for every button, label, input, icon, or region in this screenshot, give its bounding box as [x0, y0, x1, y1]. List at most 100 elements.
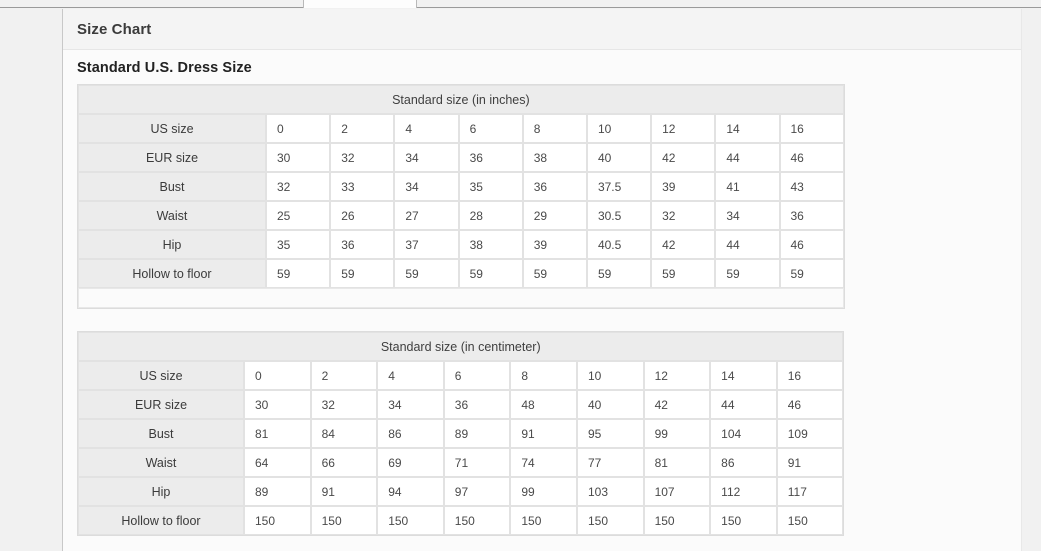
- table-cell: 91: [310, 477, 378, 506]
- tab-separator-right: [416, 0, 417, 8]
- table-cell: 16: [776, 361, 844, 390]
- table-cell: 4: [377, 361, 444, 390]
- table-cell: 40: [586, 143, 652, 172]
- table-cell: 42: [651, 143, 716, 172]
- table-cell: 150: [510, 506, 577, 535]
- table-cell: 112: [710, 477, 777, 506]
- table-cell: 2: [310, 361, 378, 390]
- table-cell: 36: [458, 143, 523, 172]
- table-cell: 27: [394, 201, 459, 230]
- table-row: Waist 64 66 69 71 74 77 81 86 91: [78, 448, 844, 477]
- table-cell: 4: [394, 114, 459, 143]
- table-row: Waist 25 26 27 28 29 30.5 32 34 36: [78, 201, 844, 230]
- section-title: Standard U.S. Dress Size: [77, 60, 252, 76]
- table-caption-row: Standard size (in inches): [78, 85, 844, 114]
- table-row: US size 0 2 4 6 8 10 12 14 16: [78, 361, 844, 390]
- table-cell: 14: [715, 114, 780, 143]
- table-cell: 150: [776, 506, 844, 535]
- table-caption: Standard size (in centimeter): [78, 332, 844, 361]
- table-cell: 150: [443, 506, 511, 535]
- row-label: US size: [78, 361, 244, 390]
- table-row: Hollow to floor 59 59 59 59 59 59 59 59 …: [78, 259, 844, 288]
- table-cell: 32: [651, 201, 716, 230]
- table-cell: 40.5: [586, 230, 652, 259]
- table-cell: 95: [576, 419, 644, 448]
- table-cell: 34: [394, 143, 459, 172]
- table-cell: 84: [310, 419, 378, 448]
- table-cell: 150: [244, 506, 311, 535]
- table-cell: 36: [443, 390, 511, 419]
- active-tab[interactable]: [304, 0, 416, 8]
- table-cell: 39: [522, 230, 587, 259]
- table-cell: 81: [244, 419, 311, 448]
- table-cell: 30.5: [586, 201, 652, 230]
- table-cell: 59: [458, 259, 523, 288]
- row-label: Hollow to floor: [78, 259, 266, 288]
- row-label: Bust: [78, 419, 244, 448]
- table-cell: 29: [522, 201, 587, 230]
- table-cell: 40: [576, 390, 644, 419]
- table-row: EUR size 30 32 34 36 48 40 42 44 46: [78, 390, 844, 419]
- table-cell: 103: [576, 477, 644, 506]
- row-label: US size: [78, 114, 266, 143]
- table-row: US size 0 2 4 6 8 10 12 14 16: [78, 114, 844, 143]
- table-cell: 44: [710, 390, 777, 419]
- table-cell: 59: [394, 259, 459, 288]
- row-label: Hip: [78, 477, 244, 506]
- table-cell: 66: [310, 448, 378, 477]
- table-cell: 109: [776, 419, 844, 448]
- table-cell: 117: [776, 477, 844, 506]
- table-row: Hip 35 36 37 38 39 40.5 42 44 46: [78, 230, 844, 259]
- table-cell: 89: [244, 477, 311, 506]
- row-label: Hip: [78, 230, 266, 259]
- table-cell: 32: [310, 390, 378, 419]
- table-cell: 6: [443, 361, 511, 390]
- table-cell: 97: [443, 477, 511, 506]
- table-cell: 12: [643, 361, 711, 390]
- table-cell: 44: [715, 230, 780, 259]
- table-cell: 59: [715, 259, 780, 288]
- table-cell: 25: [266, 201, 331, 230]
- table-cell: 86: [377, 419, 444, 448]
- table-cell: 89: [443, 419, 511, 448]
- table-spacer-row: [78, 288, 844, 308]
- table-cell: 59: [651, 259, 716, 288]
- table-caption-row: Standard size (in centimeter): [78, 332, 844, 361]
- table-caption: Standard size (in inches): [78, 85, 844, 114]
- table-cell: 43: [779, 172, 844, 201]
- table-cell: 16: [779, 114, 844, 143]
- table-cell: 41: [715, 172, 780, 201]
- table-cell: 46: [779, 230, 844, 259]
- table-cell: 99: [643, 419, 711, 448]
- table-cell: 36: [522, 172, 587, 201]
- table-cell: 104: [710, 419, 777, 448]
- tab-separator-left: [303, 0, 304, 8]
- table-row: Bust 32 33 34 35 36 37.5 39 41 43: [78, 172, 844, 201]
- table-cell: 59: [779, 259, 844, 288]
- centimeter-table-wrapper: Standard size (in centimeter) US size 0 …: [63, 323, 1021, 536]
- size-chart-panel: Size Chart Standard U.S. Dress Size Stan…: [62, 9, 1022, 551]
- size-table-centimeter: Standard size (in centimeter) US size 0 …: [77, 331, 845, 536]
- row-label: EUR size: [78, 390, 244, 419]
- table-cell: 33: [330, 172, 395, 201]
- table-cell: 37: [394, 230, 459, 259]
- row-label: Bust: [78, 172, 266, 201]
- table-cell: 0: [266, 114, 331, 143]
- table-cell: 37.5: [586, 172, 652, 201]
- table-cell: 107: [643, 477, 711, 506]
- table-row: Bust 81 84 86 89 91 95 99 104 109: [78, 419, 844, 448]
- table-cell: 26: [330, 201, 395, 230]
- table-cell: 30: [244, 390, 311, 419]
- table-cell: 150: [310, 506, 378, 535]
- table-cell: 34: [377, 390, 444, 419]
- table-cell: 69: [377, 448, 444, 477]
- table-gap: [63, 309, 1021, 323]
- table-cell: 34: [394, 172, 459, 201]
- row-label: Hollow to floor: [78, 506, 244, 535]
- table-cell: 59: [330, 259, 395, 288]
- table-cell: 71: [443, 448, 511, 477]
- table-cell: 30: [266, 143, 331, 172]
- table-cell: 12: [651, 114, 716, 143]
- table-cell: 28: [458, 201, 523, 230]
- table-spacer-cell: [78, 288, 844, 308]
